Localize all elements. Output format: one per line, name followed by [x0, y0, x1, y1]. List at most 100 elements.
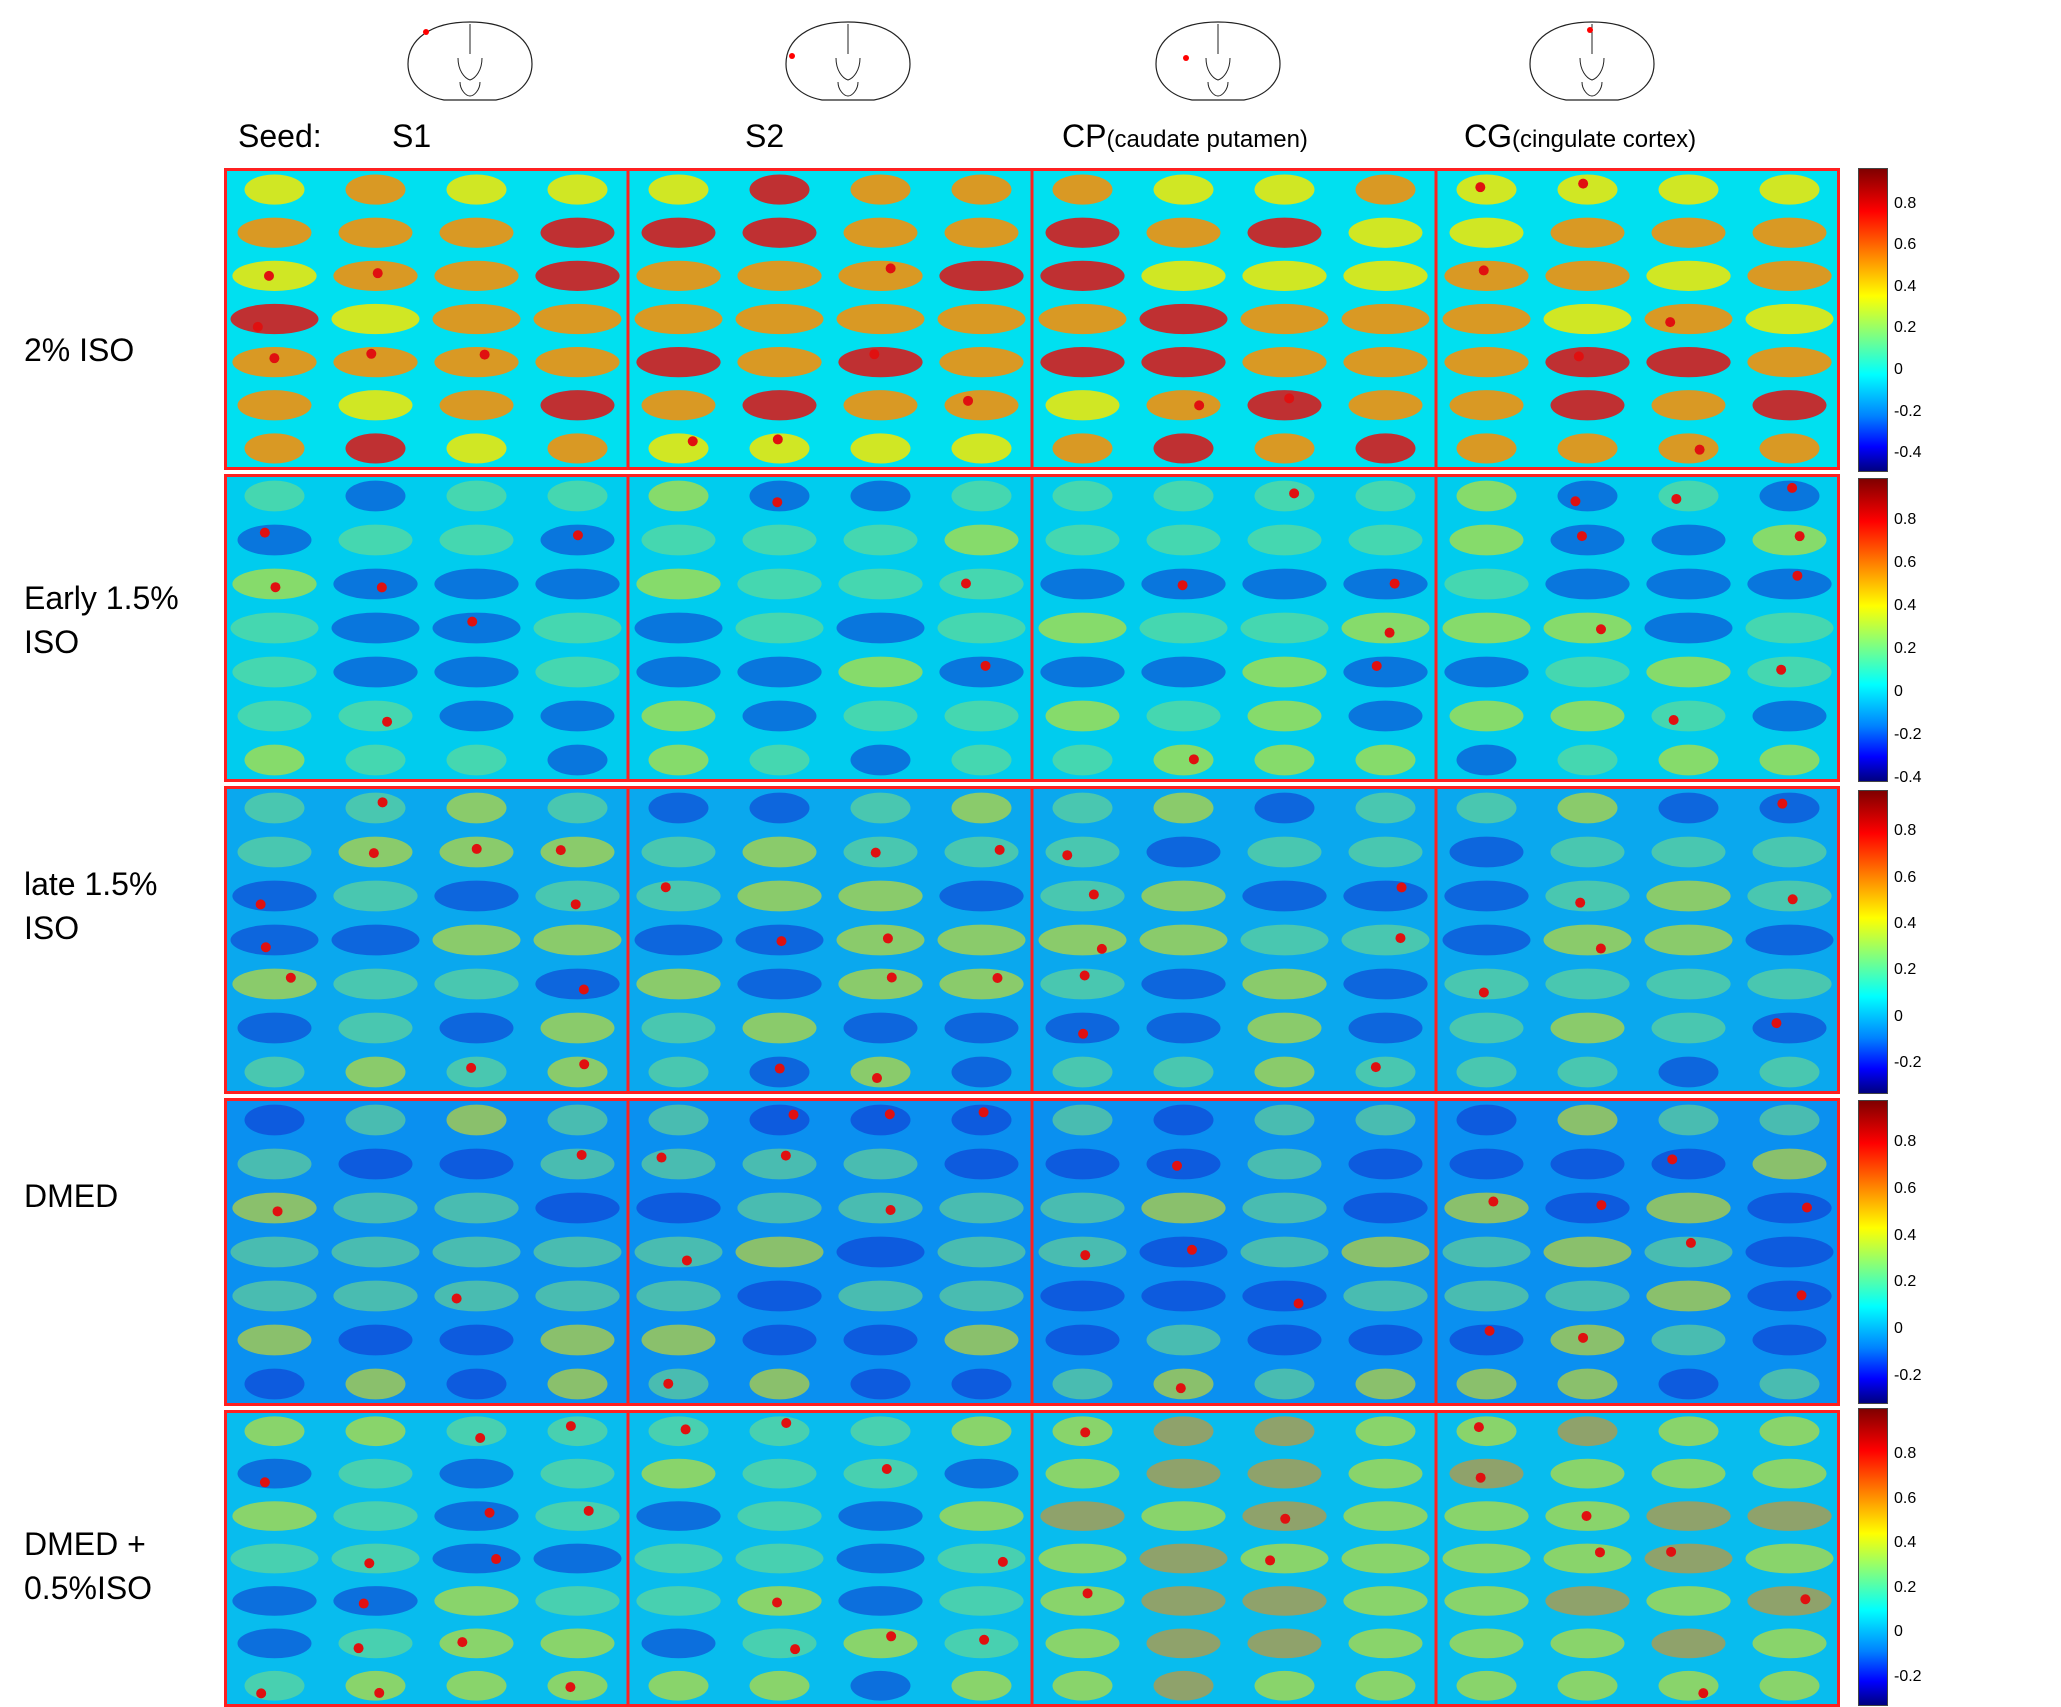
brain-slice	[1747, 1280, 1832, 1312]
brain-slice	[951, 480, 1012, 512]
hot-spot	[1777, 798, 1788, 809]
hot-spot	[1794, 531, 1805, 542]
hot-spot	[366, 348, 377, 359]
brain-slice	[850, 1104, 911, 1136]
row-label-line2: ISO	[24, 624, 80, 660]
hot-spot	[576, 1149, 587, 1160]
brain-slice	[1752, 836, 1827, 868]
brain-slice	[749, 174, 810, 205]
brain-slice	[1658, 744, 1719, 776]
brain-slice	[1550, 390, 1625, 421]
hot-spot	[1289, 488, 1300, 499]
brain-slice	[1045, 1324, 1120, 1356]
brain-slice	[636, 1280, 721, 1312]
hot-spot	[1594, 1547, 1605, 1558]
brain-slice	[1442, 924, 1531, 956]
brain-slice	[1247, 390, 1322, 421]
brain-slice	[1651, 836, 1726, 868]
brain-slice	[1146, 1628, 1221, 1659]
brain-slice	[937, 1236, 1026, 1268]
hot-spot	[881, 1464, 892, 1475]
brain-slice	[636, 1586, 721, 1616]
brain-slice	[446, 174, 507, 205]
brain-slice	[439, 390, 514, 421]
brain-slice	[944, 217, 1019, 248]
brain-slice	[1139, 303, 1228, 335]
hot-spot	[1188, 754, 1199, 765]
brain-slice	[432, 303, 521, 335]
brain-slice	[1747, 1501, 1832, 1531]
brain-slice	[939, 656, 1024, 688]
hot-spot	[772, 1597, 783, 1608]
brain-slice	[1242, 656, 1327, 688]
brain-slice	[944, 700, 1019, 732]
brain-slice	[345, 433, 406, 464]
brain-slice	[1543, 1543, 1632, 1574]
brain-slice	[535, 260, 620, 291]
brain-slice	[1747, 968, 1832, 1000]
hot-spot	[579, 1059, 590, 1070]
brain-slice	[1752, 1458, 1827, 1489]
hot-spot	[870, 847, 881, 858]
row-label-line1: DMED	[24, 1178, 119, 1214]
colorbar-tick: -0.2	[1894, 1668, 1922, 1685]
brain-slice	[749, 1104, 810, 1136]
row-label-line1: 2% ISO	[24, 332, 135, 368]
hot-spot	[1280, 1513, 1291, 1524]
brain-slice	[1254, 1104, 1315, 1136]
brain-slice	[1348, 1458, 1423, 1489]
brain-slice	[1456, 174, 1517, 205]
brain-slice	[951, 1056, 1012, 1088]
hot-spot	[1671, 493, 1682, 504]
seed-label: Seed:	[238, 118, 322, 154]
hot-spot	[565, 1682, 576, 1693]
brain-slice	[1141, 1586, 1226, 1616]
brain-slice	[237, 836, 312, 868]
brain-slice	[1444, 347, 1529, 378]
hot-spot	[781, 1417, 792, 1428]
brain-slice	[749, 1416, 810, 1447]
brain-slice	[1449, 1324, 1524, 1356]
brain-slice	[1545, 968, 1630, 1000]
brain-slice	[1240, 1543, 1329, 1574]
brain-slice	[547, 433, 608, 464]
brain-slice	[1545, 1586, 1630, 1616]
brain-slice	[1557, 433, 1618, 464]
brain-slice	[742, 390, 817, 421]
brain-slice	[439, 1324, 514, 1356]
brain-slice	[547, 744, 608, 776]
hot-spot	[555, 845, 566, 856]
hot-spot	[1082, 1588, 1093, 1599]
brain-slice	[345, 1416, 406, 1447]
brain-slice	[1146, 1458, 1221, 1489]
brain-slice	[1444, 1280, 1529, 1312]
brain-slice	[1557, 1368, 1618, 1400]
colorbar-tick: 0.8	[1894, 822, 1917, 839]
brain-slice	[1341, 303, 1430, 335]
brain-slice	[1759, 744, 1820, 776]
brain-slice	[1449, 524, 1524, 556]
brain-slice	[1550, 1012, 1625, 1044]
brain-slice	[1146, 390, 1221, 421]
brain-slice	[1247, 1324, 1322, 1356]
brain-slice	[1747, 260, 1832, 291]
colorbar-tick: 0.6	[1894, 554, 1917, 571]
brain-slice	[1449, 1012, 1524, 1044]
brain-slice	[1456, 1104, 1517, 1136]
seed-name-s2: S2	[745, 118, 784, 155]
brain-slice	[742, 1628, 817, 1659]
brain-slice	[1545, 656, 1630, 688]
hot-spot	[1800, 1594, 1811, 1605]
brain-slice	[535, 1192, 620, 1224]
row-label-line1: DMED +	[24, 1526, 146, 1562]
brain-slice	[1146, 524, 1221, 556]
brain-slice	[535, 1501, 620, 1531]
brain-slice	[1646, 656, 1731, 688]
brain-slice	[1449, 1628, 1524, 1659]
brain-slice	[838, 1586, 923, 1616]
brain-slice	[1644, 1543, 1733, 1574]
brain-slice	[1038, 612, 1127, 644]
brain-slice	[535, 880, 620, 912]
brain-slice	[1343, 568, 1428, 600]
colorbar-tick: 0	[1894, 1320, 1903, 1337]
